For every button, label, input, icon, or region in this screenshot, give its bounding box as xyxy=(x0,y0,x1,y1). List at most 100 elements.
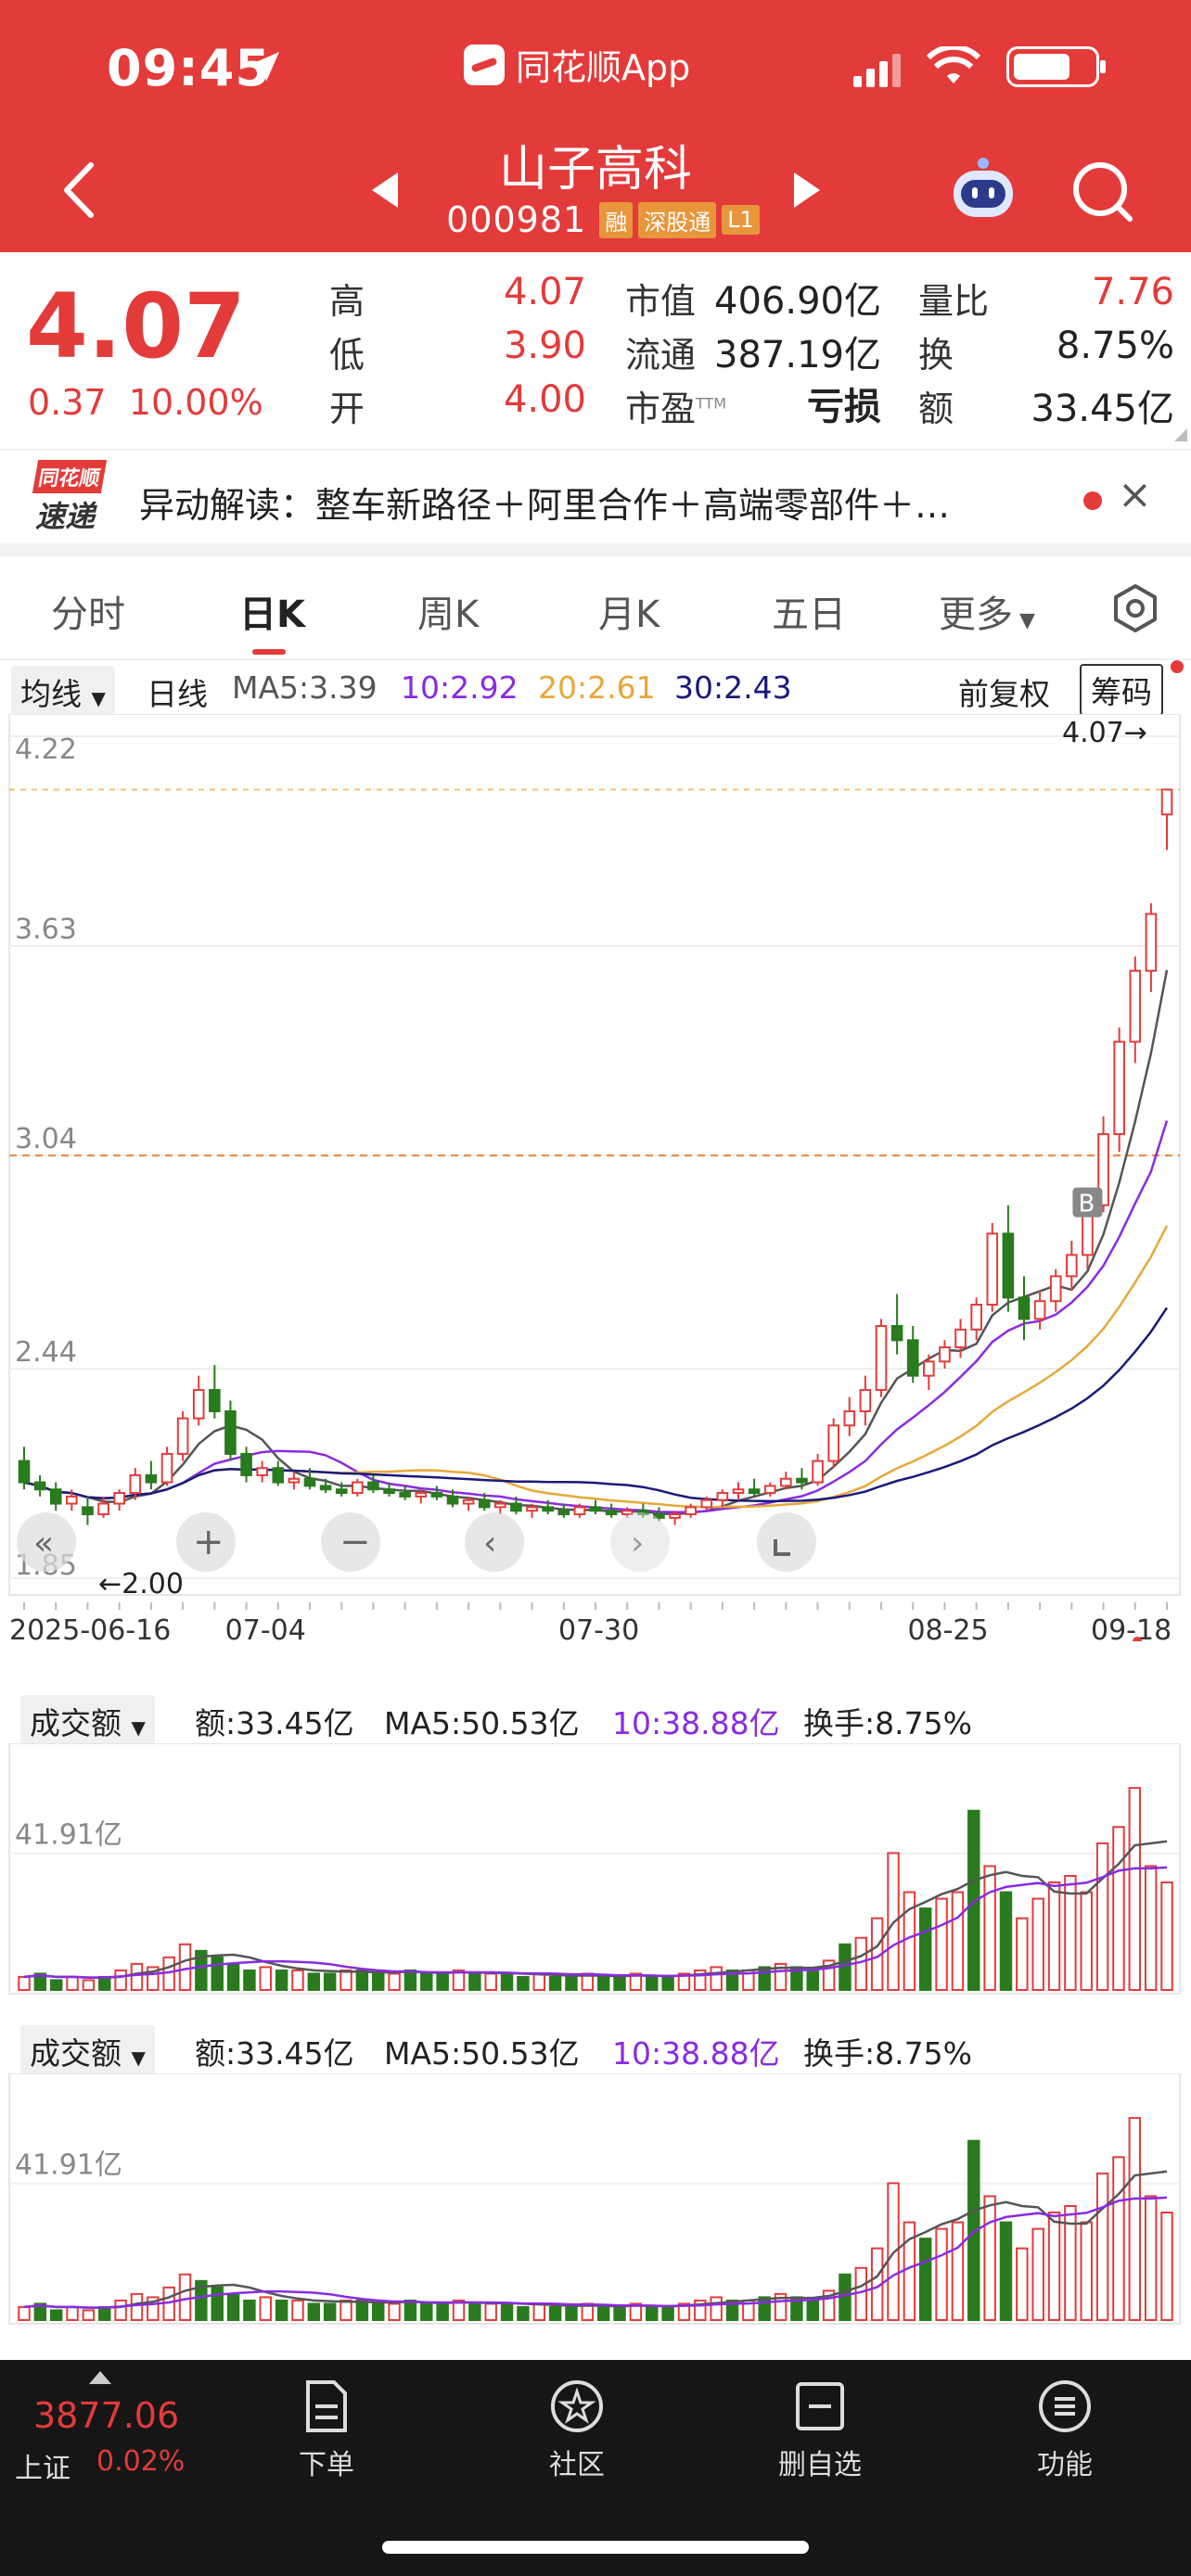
volume-bar-down xyxy=(420,1972,433,1992)
scroll-right-button[interactable] xyxy=(610,1512,670,1572)
candle-up xyxy=(685,1506,697,1516)
volume-bar-down xyxy=(565,2305,578,2321)
period-label: 日线 xyxy=(147,676,208,712)
search-icon[interactable] xyxy=(1067,156,1137,226)
candle-down xyxy=(145,1473,158,1484)
fullscreen-button[interactable] xyxy=(757,1512,816,1572)
prev-stock-button[interactable] xyxy=(366,167,403,213)
volume-selector-2[interactable]: 成交额 ▼ xyxy=(20,2025,155,2077)
volume-bar-down xyxy=(33,1972,47,1992)
candle-down xyxy=(224,1409,237,1455)
open-value: 4.00 xyxy=(503,378,586,421)
tab-five-day[interactable]: 五日 xyxy=(772,593,846,636)
candle-up xyxy=(843,1409,856,1427)
candle-down xyxy=(557,1510,570,1516)
candle-up xyxy=(939,1345,951,1363)
chips-button[interactable]: 筹码 xyxy=(1080,664,1163,716)
nav-community[interactable]: 社区 xyxy=(503,2378,651,2482)
volume-y-label: 41.91亿 xyxy=(15,2149,122,2182)
zoom-in-button[interactable] xyxy=(176,1512,236,1572)
volume-bar-down xyxy=(725,2299,739,2322)
volume-chart-2[interactable]: 41.91亿 xyxy=(0,2073,1191,2331)
volume-bar-up xyxy=(677,1972,691,1992)
volume-bar-down xyxy=(918,2238,932,2321)
candle-up xyxy=(780,1477,792,1487)
volume-bar-up xyxy=(1047,2212,1061,2321)
volume-bar-up xyxy=(983,1865,996,1991)
volume-bar-down xyxy=(211,2286,224,2322)
volume-selector-1[interactable]: 成交额 ▼ xyxy=(20,1695,155,1747)
candle-up xyxy=(621,1510,634,1516)
volume-bar-down xyxy=(195,1949,208,1991)
volume-bar-down xyxy=(243,1969,256,1992)
volume-chart-1[interactable]: 41.91亿 xyxy=(0,1743,1191,2001)
volume-bar-up xyxy=(1128,2117,1142,2321)
tab-intraday[interactable]: 分时 xyxy=(51,593,125,636)
candle-down xyxy=(605,1510,618,1516)
candle-up xyxy=(923,1360,935,1377)
volume-ma10-line xyxy=(23,1866,1168,1979)
candle-down xyxy=(478,1498,491,1509)
index-value[interactable]: 3877.06 xyxy=(33,2395,180,2436)
tab-monthly[interactable]: 月K xyxy=(598,593,660,636)
volume-bar-up xyxy=(1080,1891,1093,1991)
buy-marker-box xyxy=(1072,1187,1103,1218)
adjust-mode[interactable]: 前复权 xyxy=(958,676,1050,712)
caret-down-icon: ▼ xyxy=(91,687,106,709)
volume-bar-up xyxy=(710,2296,723,2321)
close-icon[interactable]: × xyxy=(1118,471,1152,518)
volume-bar-down xyxy=(806,2299,819,2322)
volume-bar-up xyxy=(18,2305,31,2321)
news-logo-bottom: 速递 xyxy=(35,499,96,534)
volume-bar-up xyxy=(1031,2227,1044,2322)
volume-bar-up xyxy=(774,2292,788,2321)
volume-bar-up xyxy=(854,2266,868,2321)
candle-up xyxy=(415,1492,428,1498)
volume-bar-down xyxy=(275,1969,288,1992)
robot-assistant-icon[interactable] xyxy=(946,156,1020,223)
scroll-start-button[interactable] xyxy=(17,1512,76,1572)
news-text[interactable]: 异动解读：整车新路径＋阿里合作＋高端零部件＋… xyxy=(139,485,951,526)
candle-down xyxy=(367,1481,379,1491)
candle-up xyxy=(669,1513,681,1519)
kline-chart[interactable]: 4.223.633.042.441.854.07→←2.00B2025-06-1… xyxy=(0,714,1191,1641)
pe-label: 市盈TTM xyxy=(625,380,726,431)
status-app-label: 同花顺App xyxy=(464,39,690,90)
tab-daily[interactable]: 日K xyxy=(239,593,305,636)
pe-value: 亏损 xyxy=(807,386,881,428)
status-indicators xyxy=(853,46,1106,87)
status-time: 09:45 xyxy=(107,39,271,97)
nav-remove-watchlist-label: 删自选 xyxy=(778,2449,862,2481)
candle-down xyxy=(906,1339,919,1377)
price-change: 0.37 10.00% xyxy=(28,382,263,423)
nav-functions[interactable]: 功能 xyxy=(991,2378,1139,2482)
candle-up xyxy=(129,1473,142,1495)
tab-more[interactable]: 更多 ▼ xyxy=(939,584,1035,638)
x-tick-label: 08-25 xyxy=(907,1614,988,1641)
volume-bar-up xyxy=(18,1975,31,1991)
news-banner[interactable]: 同花顺 速递 异动解读：整车新路径＋阿里合作＋高端零部件＋… × xyxy=(0,449,1191,556)
chart-period-tabs: 分时 日K 周K 月K 五日 更多 ▼ xyxy=(0,556,1191,660)
candle-up xyxy=(526,1506,538,1512)
candle-down xyxy=(49,1488,62,1505)
nav-remove-watchlist[interactable]: 删自选 xyxy=(746,2378,894,2482)
volume-bar-down xyxy=(275,2299,288,2322)
next-stock-button[interactable] xyxy=(788,167,826,213)
mktcap-label: 市值 xyxy=(625,281,697,322)
tab-weekly[interactable]: 周K xyxy=(417,593,480,636)
volume-bar-up xyxy=(291,2299,304,2322)
nav-order[interactable]: 下单 xyxy=(252,2378,401,2482)
settings-hexagon-icon[interactable] xyxy=(1109,582,1161,634)
volume-bar-down xyxy=(49,2309,63,2321)
scroll-left-button[interactable] xyxy=(465,1512,524,1572)
volume-bar-up xyxy=(339,1969,352,1992)
expand-corner-icon[interactable] xyxy=(1174,428,1187,441)
volume-bar-up xyxy=(82,1979,96,1991)
zoom-out-button[interactable] xyxy=(321,1512,380,1572)
ma-selector[interactable]: 均线 ▼ xyxy=(11,666,115,718)
volume-bar-up xyxy=(1031,1897,1044,1992)
y-tick-label: 4.22 xyxy=(15,733,77,766)
candle-up xyxy=(763,1485,776,1495)
back-button[interactable] xyxy=(56,158,102,223)
volume-bar-down xyxy=(372,2302,385,2322)
